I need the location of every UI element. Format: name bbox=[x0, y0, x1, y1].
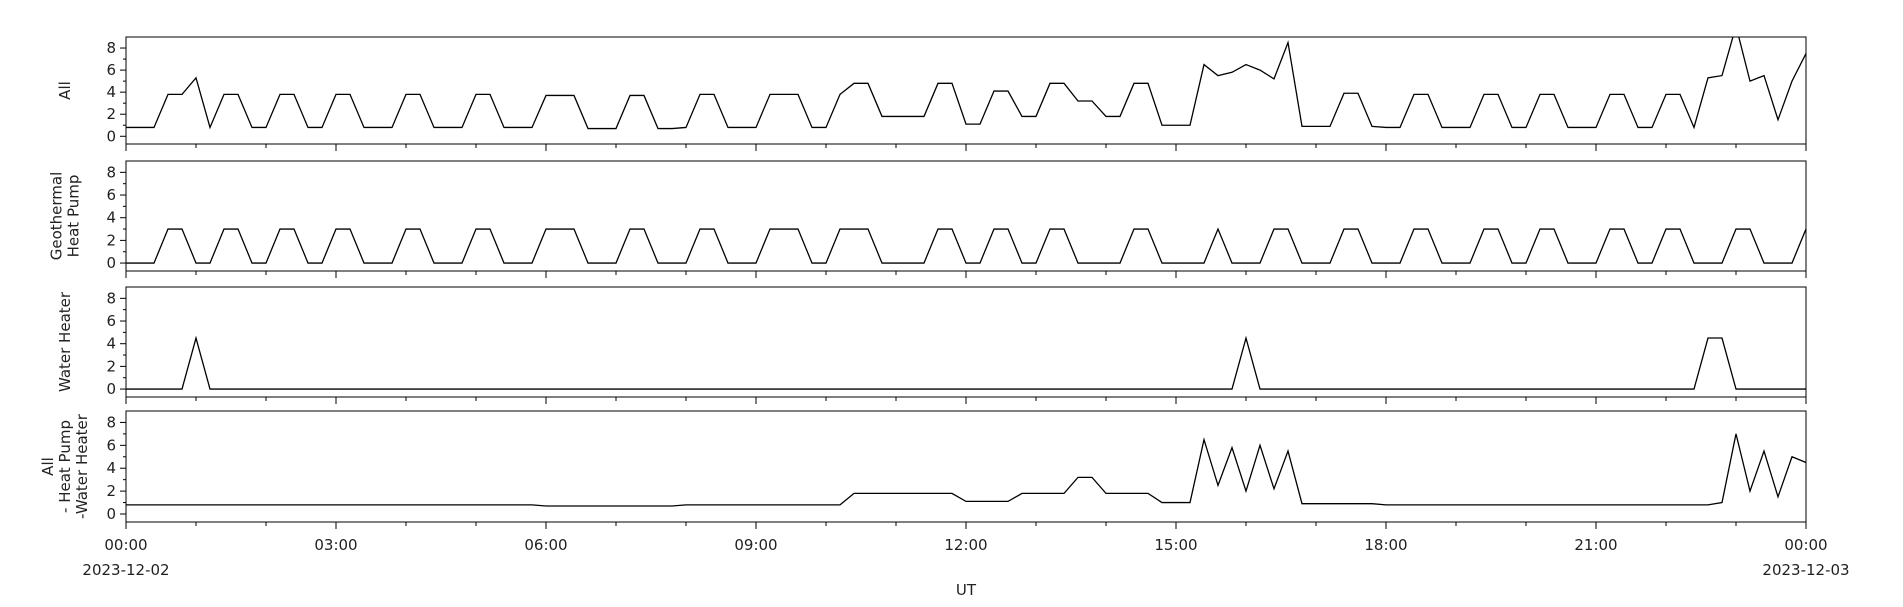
y-tick-label: 8 bbox=[106, 163, 116, 181]
x-tick-label: 15:00 bbox=[1154, 536, 1197, 554]
x-tick-label: 00:00 bbox=[1784, 536, 1827, 554]
y-axis-label: Heat Pump bbox=[65, 175, 83, 258]
x-axis-label: UT bbox=[956, 581, 977, 599]
y-tick-label: 4 bbox=[106, 209, 116, 227]
x-tick-label: 09:00 bbox=[734, 536, 777, 554]
y-tick-label: 4 bbox=[106, 335, 116, 353]
y-tick-label: 0 bbox=[106, 127, 116, 145]
y-tick-label: 8 bbox=[106, 39, 116, 57]
x-tick-label: 21:00 bbox=[1574, 536, 1617, 554]
y-tick-label: 2 bbox=[106, 482, 116, 500]
y-tick-label: 0 bbox=[106, 380, 116, 398]
y-tick-label: 8 bbox=[106, 289, 116, 307]
y-axis-label: All bbox=[56, 81, 74, 100]
y-axis-label: -Water Heater bbox=[73, 413, 91, 519]
y-axis-label: All bbox=[39, 457, 57, 476]
y-tick-label: 8 bbox=[106, 413, 116, 431]
y-axis-label: Water Heater bbox=[56, 291, 74, 392]
panel-frame bbox=[125, 410, 1807, 523]
start-date: 2023-12-02 bbox=[82, 561, 169, 579]
x-tick-label: 00:00 bbox=[104, 536, 147, 554]
panel-frame bbox=[125, 160, 1807, 272]
y-tick-label: 6 bbox=[106, 436, 116, 454]
panel-frame bbox=[125, 286, 1807, 398]
y-tick-label: 2 bbox=[106, 231, 116, 249]
panel-frame bbox=[125, 36, 1807, 145]
y-tick-label: 4 bbox=[106, 83, 116, 101]
x-tick-label: 03:00 bbox=[314, 536, 357, 554]
x-tick-label: 06:00 bbox=[524, 536, 567, 554]
y-tick-label: 0 bbox=[106, 505, 116, 523]
y-tick-label: 6 bbox=[106, 61, 116, 79]
y-axis-label: - Heat Pump bbox=[56, 420, 74, 513]
y-tick-label: 2 bbox=[106, 357, 116, 375]
x-tick-label: 18:00 bbox=[1364, 536, 1407, 554]
y-tick-label: 6 bbox=[106, 186, 116, 204]
y-axis-label: Geothermal bbox=[48, 172, 66, 261]
y-tick-label: 2 bbox=[106, 105, 116, 123]
series-line bbox=[126, 227, 1806, 264]
x-tick-label: 12:00 bbox=[944, 536, 987, 554]
y-tick-label: 0 bbox=[106, 254, 116, 272]
series-line bbox=[126, 433, 1806, 507]
series-line bbox=[126, 335, 1806, 390]
series-line bbox=[126, 37, 1806, 130]
y-tick-label: 6 bbox=[106, 312, 116, 330]
y-tick-label: 4 bbox=[106, 459, 116, 477]
end-date: 2023-12-03 bbox=[1762, 561, 1849, 579]
